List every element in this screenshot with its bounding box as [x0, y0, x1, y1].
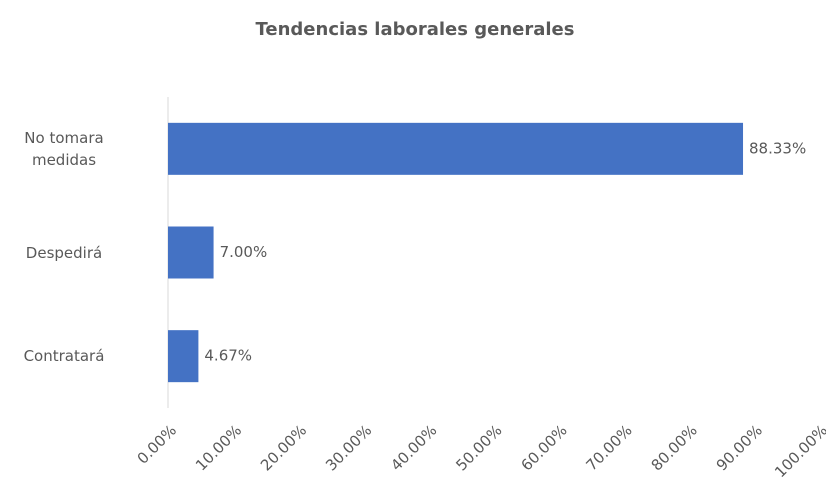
y-tick-label: No tomara medidas [24, 128, 104, 169]
chart-title: Tendencias laborales generales [256, 19, 575, 40]
bar [168, 226, 214, 279]
x-tick-label: 60.00% [517, 421, 570, 474]
value-label: 4.67% [204, 347, 252, 365]
x-tick-label: 50.00% [452, 421, 505, 474]
x-tick-label: 100.00% [771, 421, 826, 481]
x-tick-label: 30.00% [322, 421, 375, 474]
bar [168, 330, 199, 383]
x-tick-label: 40.00% [387, 421, 440, 474]
x-tick-label: 20.00% [257, 421, 310, 474]
x-tick-label: 0.00% [134, 421, 180, 467]
value-label: 7.00% [220, 243, 268, 261]
y-tick-label: Despedirá [25, 243, 103, 262]
x-tick-label: 90.00% [713, 421, 766, 474]
bar [168, 122, 744, 175]
x-tick-label: 70.00% [583, 421, 636, 474]
x-tick-label: 80.00% [648, 421, 701, 474]
value-label: 88.33% [749, 139, 806, 157]
x-tick-label: 10.00% [192, 421, 245, 474]
y-tick-label: Contratará [23, 347, 105, 366]
